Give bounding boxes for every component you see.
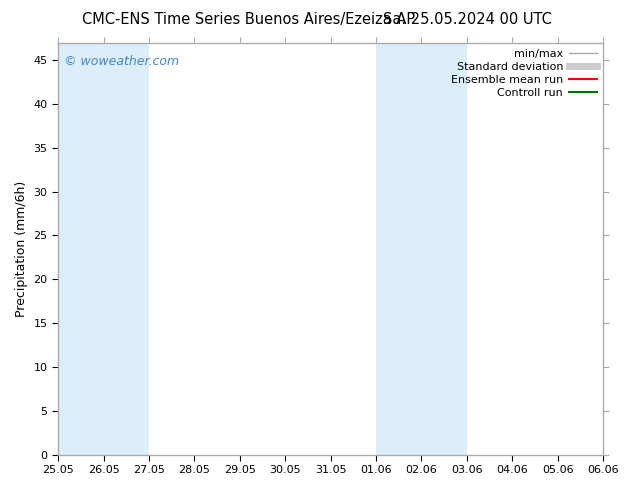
Y-axis label: Precipitation (mm/6h): Precipitation (mm/6h) xyxy=(15,180,28,317)
Bar xyxy=(376,43,422,455)
Bar xyxy=(58,43,103,455)
Bar xyxy=(422,43,467,455)
Text: Sa. 25.05.2024 00 UTC: Sa. 25.05.2024 00 UTC xyxy=(383,12,552,27)
Text: CMC-ENS Time Series Buenos Aires/Ezeiza AP: CMC-ENS Time Series Buenos Aires/Ezeiza … xyxy=(82,12,415,27)
Legend: min/max, Standard deviation, Ensemble mean run, Controll run: min/max, Standard deviation, Ensemble me… xyxy=(448,46,600,101)
Text: © woweather.com: © woweather.com xyxy=(63,55,179,68)
Bar xyxy=(103,43,149,455)
